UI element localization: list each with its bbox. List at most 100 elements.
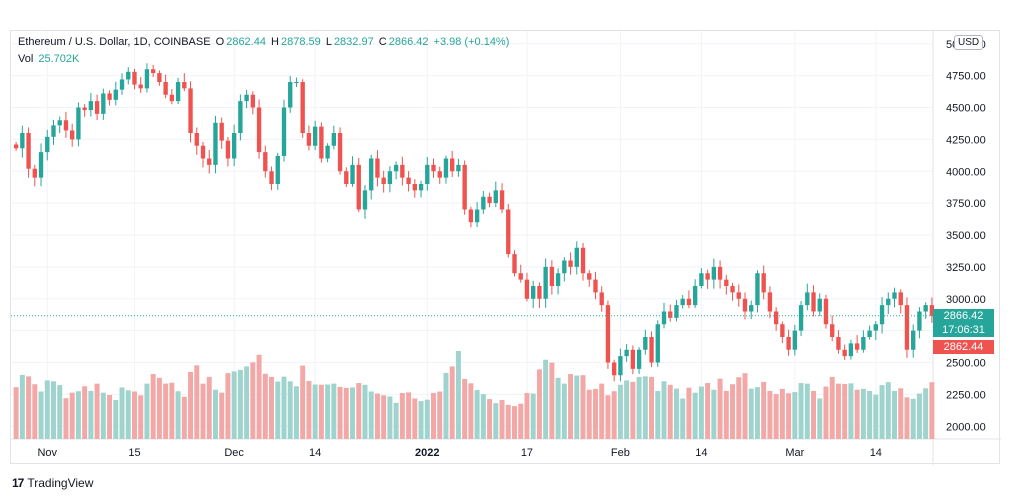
candle-body — [387, 171, 393, 184]
volume-bar — [649, 376, 655, 439]
candle-body — [562, 260, 567, 274]
candle-body — [400, 164, 405, 178]
x-axis: Nov 15 Dec 14 2022 17 Feb 14 Mar 14 — [37, 447, 881, 459]
volume-bar — [225, 373, 231, 439]
candlestick-chart[interactable]: 2000.002250.002500.002750.003000.003250.… — [11, 31, 1001, 465]
candle-body — [26, 133, 31, 169]
volume-bar — [592, 388, 598, 439]
candle-body — [842, 349, 847, 357]
volume-bar — [842, 383, 848, 439]
candle-body — [437, 171, 442, 178]
volume-bar — [474, 390, 480, 439]
candle-body — [101, 93, 106, 114]
candle-body — [879, 305, 885, 325]
chart-frame[interactable]: 2000.002250.002500.002750.003000.003250.… — [10, 30, 1001, 465]
volume-bar — [480, 394, 486, 439]
volume-bar — [929, 382, 935, 439]
brand-name: TradingView — [27, 476, 94, 490]
candle-body — [599, 292, 604, 306]
candle-body — [593, 279, 598, 293]
candle-body — [132, 71, 137, 85]
candle-body — [113, 89, 118, 100]
volume-bar — [698, 386, 704, 439]
volume-bar — [711, 389, 717, 439]
volume-bar — [673, 388, 679, 439]
candle-body — [94, 101, 100, 114]
volume-bar — [449, 366, 455, 439]
volume-bar — [630, 381, 636, 439]
volume-bar — [823, 386, 829, 439]
volume-bar — [293, 386, 299, 439]
candle-body — [736, 292, 741, 299]
candle-body — [163, 82, 168, 95]
volume-bar — [642, 376, 648, 439]
y-tick-label: 2500.00 — [946, 358, 986, 370]
volume-bar — [568, 374, 574, 439]
candle-body — [823, 298, 829, 325]
candle-body — [200, 145, 206, 159]
volume-bar — [237, 369, 243, 439]
candle-body — [288, 82, 293, 108]
symbol-title[interactable]: Ethereum / U.S. Dollar, 1D, COINBASE — [18, 36, 211, 48]
y-tick-label: 3750.00 — [946, 198, 986, 210]
candle-body — [144, 69, 150, 89]
candle-body — [680, 298, 685, 306]
x-tick-label: 2022 — [415, 447, 439, 459]
x-tick-label: Nov — [37, 447, 57, 459]
candle-body — [830, 324, 835, 337]
candle-body — [213, 122, 218, 165]
y-tick-label: 3250.00 — [946, 262, 986, 274]
y-tick-label: 2250.00 — [946, 389, 986, 401]
volume-bar — [169, 382, 175, 439]
high-value: 2878.59 — [280, 36, 321, 48]
ohlc-legend: Ethereum / U.S. Dollar, 1D, COINBASE O 28… — [18, 36, 511, 48]
volume-bar — [624, 380, 630, 439]
volume-bar — [885, 382, 891, 439]
candle-body — [306, 133, 312, 146]
volume-bar — [393, 402, 399, 439]
candle-body — [524, 279, 530, 299]
volume-bar — [138, 395, 144, 439]
tradingview-logo[interactable]: 17 TradingView — [12, 476, 93, 490]
volume-bar — [150, 374, 156, 439]
volume-bar — [212, 389, 218, 439]
volume-bar — [505, 404, 511, 439]
candle-body — [692, 286, 698, 306]
volume-bar — [368, 391, 374, 439]
volume-bar — [100, 392, 106, 439]
volume-bar — [75, 391, 81, 439]
volume-bar — [518, 403, 524, 439]
candle-body — [70, 130, 75, 140]
volume-bar — [543, 359, 549, 439]
candle-body — [549, 266, 555, 286]
volume-bar — [94, 383, 100, 439]
volume-bar — [250, 362, 256, 439]
volume-bar — [798, 383, 804, 439]
candle-body — [169, 94, 175, 102]
candle-body — [537, 286, 542, 299]
candle-body — [605, 305, 611, 363]
y-tick-label: 3500.00 — [946, 230, 986, 242]
candle-body — [32, 168, 37, 178]
candle-body — [580, 247, 586, 274]
volume-bar — [530, 393, 536, 439]
volume-bar — [611, 391, 617, 439]
candle-body — [755, 273, 760, 306]
volume-bar — [524, 392, 530, 439]
candle-body — [194, 133, 199, 146]
volume-bar — [69, 392, 75, 439]
currency-badge[interactable]: USD — [954, 35, 984, 50]
volume-bar — [854, 389, 860, 439]
volume-bar — [362, 384, 368, 439]
volume-bar — [387, 396, 393, 439]
volume-bar — [536, 369, 542, 439]
volume-bar — [742, 373, 748, 439]
candle-body — [207, 158, 212, 165]
volume-bar — [487, 399, 493, 439]
candle-body — [798, 305, 804, 331]
volume-bar — [462, 378, 468, 439]
candle-body — [381, 177, 386, 184]
volume-bar — [269, 376, 275, 439]
candle-body — [493, 190, 498, 204]
volume-bar — [468, 383, 474, 439]
